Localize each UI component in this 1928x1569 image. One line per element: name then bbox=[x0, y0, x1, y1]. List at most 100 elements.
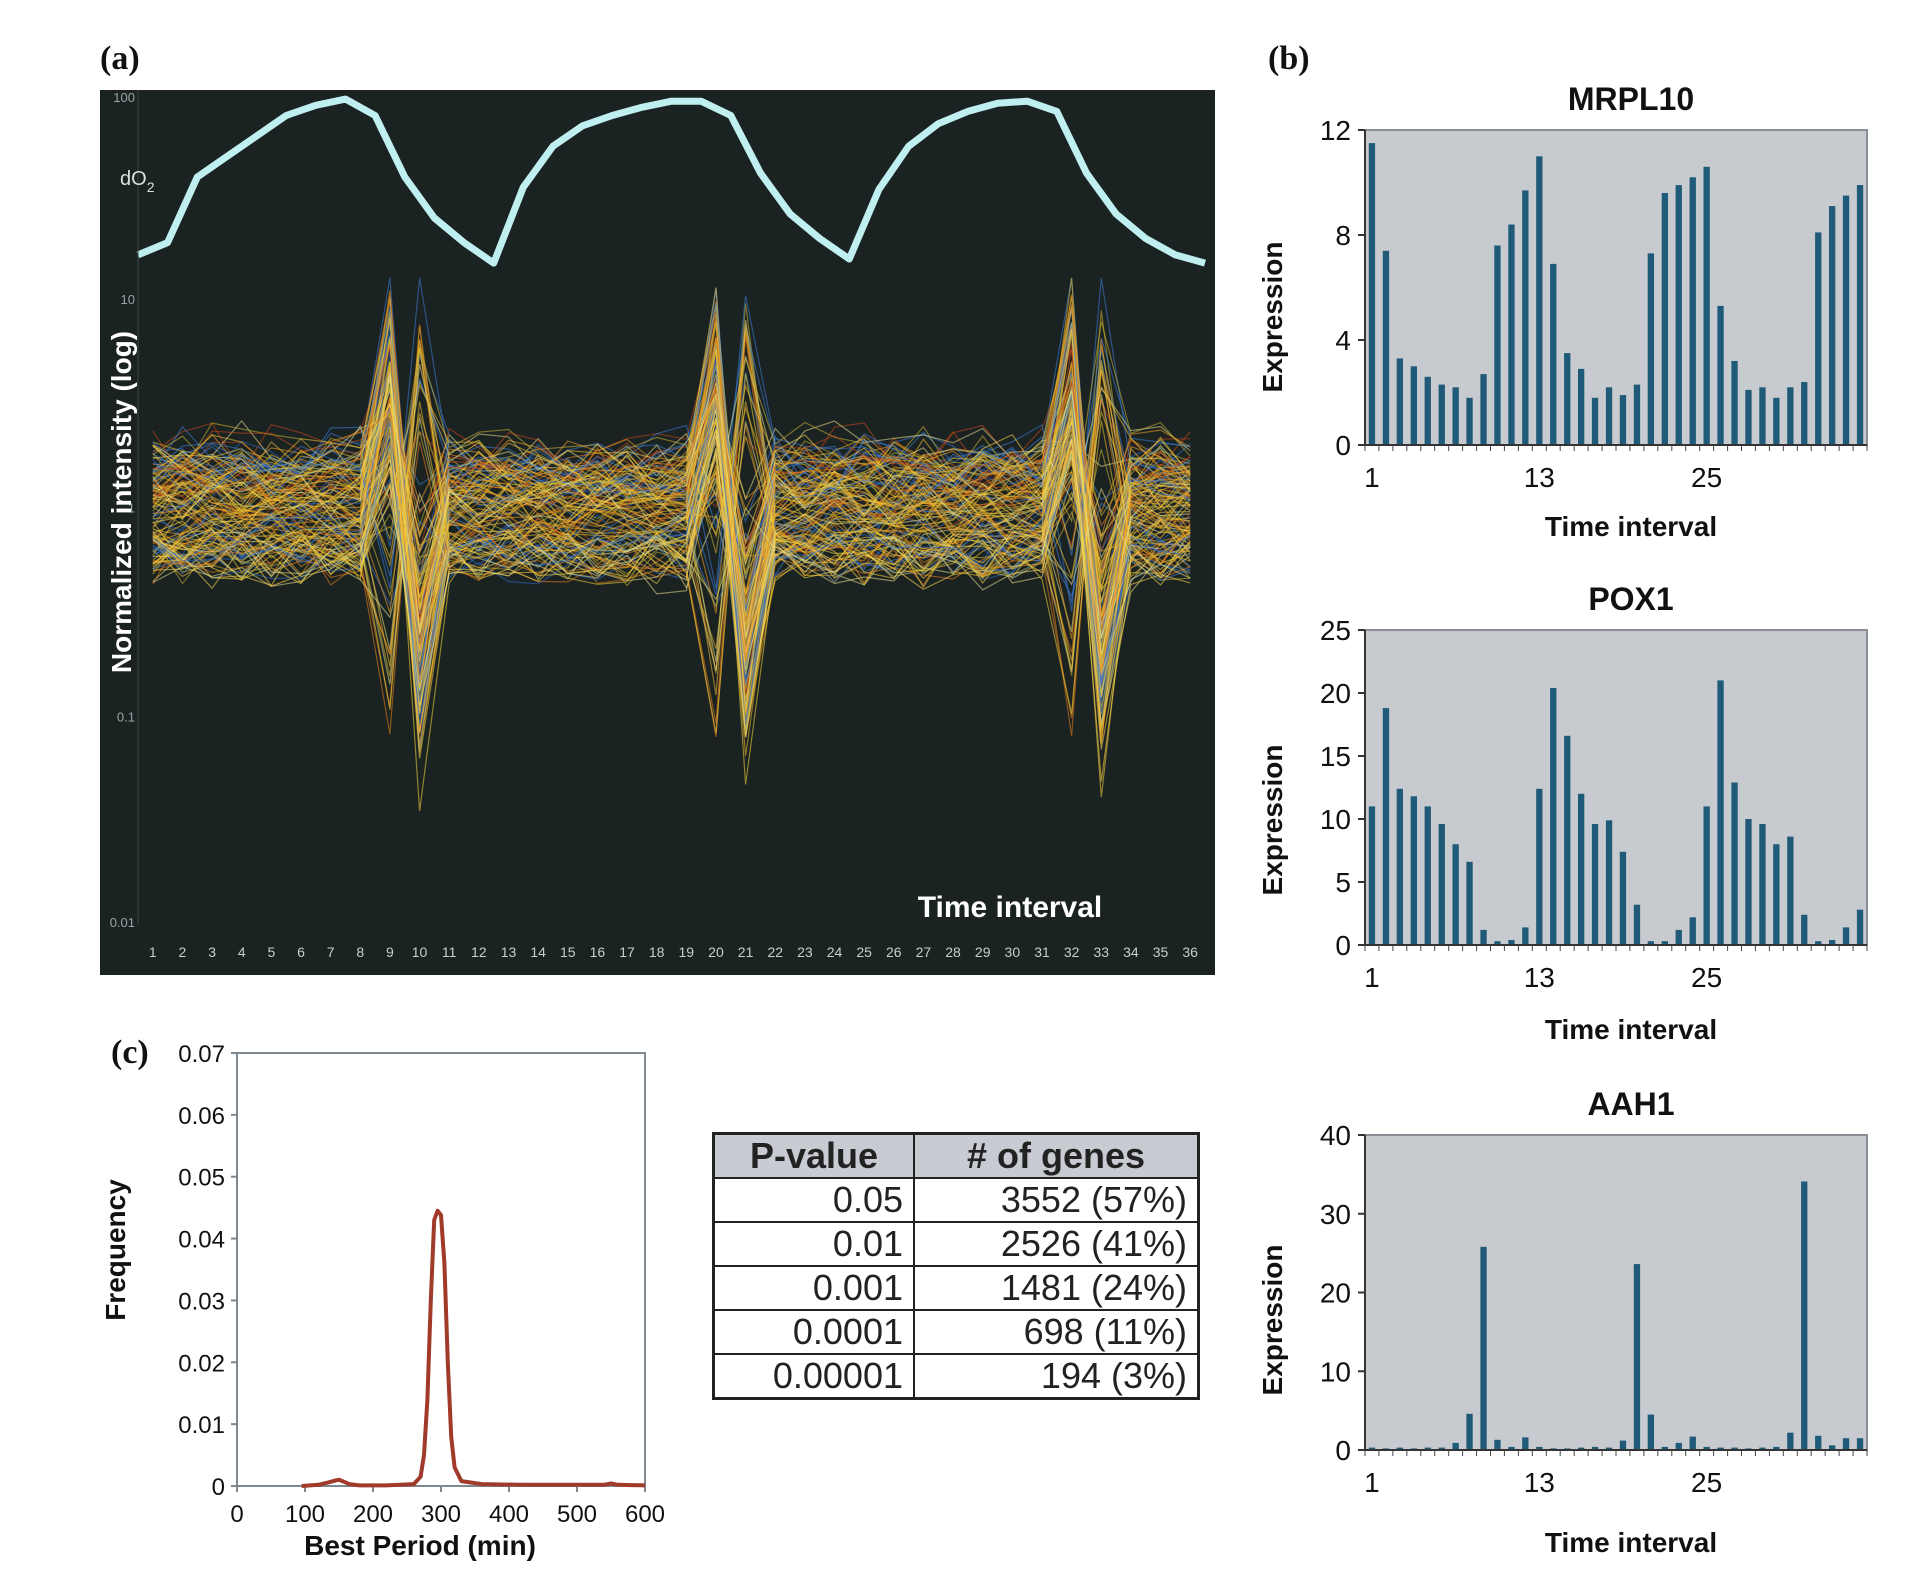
bar bbox=[1689, 1436, 1696, 1450]
chart-b2-x-axis-label: Time interval bbox=[1545, 1014, 1717, 1045]
bar bbox=[1759, 387, 1766, 446]
gene-line bbox=[152, 379, 1191, 557]
gene-line bbox=[152, 428, 1191, 589]
bar bbox=[1578, 793, 1585, 945]
bar bbox=[1591, 824, 1599, 945]
x-tick-label: 25 bbox=[856, 944, 872, 960]
gene-line bbox=[152, 441, 1191, 576]
x-tick-label: 300 bbox=[421, 1501, 461, 1528]
bar bbox=[1703, 806, 1710, 945]
x-tick-label: 29 bbox=[975, 944, 991, 960]
y-tick-label: 4 bbox=[1335, 325, 1351, 356]
y-tick-label: 0.01 bbox=[178, 1412, 225, 1439]
y-tick-label: 5 bbox=[1335, 867, 1351, 898]
gene-line bbox=[152, 465, 1191, 653]
bar bbox=[1536, 788, 1543, 945]
bar bbox=[1856, 185, 1864, 445]
chart-b3-aah1: AAH1 0 10 20 30 40 1 13 25 Time interval Expres… bbox=[1257, 1086, 1868, 1555]
x-tick-label: 36 bbox=[1182, 944, 1198, 960]
chart-c-x-axis-label: Best Period (min) bbox=[304, 1530, 536, 1561]
gene-line bbox=[152, 391, 1191, 545]
y-tick-label: 1 bbox=[128, 501, 135, 516]
x-tick-label: 500 bbox=[557, 1501, 597, 1528]
x-tick-label: 26 bbox=[886, 944, 902, 960]
x-tick-label: 17 bbox=[619, 944, 635, 960]
table-row: 0.0001 698 (11%) bbox=[712, 1309, 1200, 1355]
chart-a-do2-trace bbox=[136, 95, 1206, 267]
x-tick-label: 14 bbox=[530, 944, 546, 960]
table-cell-pvalue: 0.05 bbox=[712, 1177, 915, 1223]
bar bbox=[1368, 806, 1376, 945]
bar bbox=[1759, 824, 1766, 945]
bar bbox=[1619, 395, 1627, 445]
bar bbox=[1508, 224, 1515, 445]
y-tick-label: 0.04 bbox=[178, 1227, 225, 1254]
x-tick-label: 20 bbox=[708, 944, 724, 960]
y-tick-label: 0.03 bbox=[178, 1288, 225, 1315]
x-tick-label: 200 bbox=[353, 1501, 393, 1528]
x-tick-label: 24 bbox=[827, 944, 843, 960]
panel-label-c: (c) bbox=[111, 1034, 149, 1071]
bar bbox=[1536, 1446, 1543, 1450]
bar bbox=[1647, 1414, 1654, 1450]
gene-line bbox=[152, 480, 1191, 629]
bar bbox=[1856, 909, 1864, 945]
bar bbox=[1396, 358, 1403, 445]
x-tick-label: 9 bbox=[386, 944, 394, 960]
chart-b2-y-axis-label: Expression bbox=[1257, 745, 1288, 896]
bar bbox=[1494, 1439, 1501, 1450]
bar bbox=[1605, 1447, 1613, 1450]
bar bbox=[1815, 941, 1822, 945]
bar bbox=[1480, 374, 1487, 445]
bar bbox=[1633, 1264, 1641, 1450]
y-tick-label: 20 bbox=[1320, 1278, 1351, 1309]
gene-line bbox=[152, 383, 1191, 560]
chart-a-x-ticks: 1 2 3 4 5 6 7 8 9 10 11 12 13 14 15 16 17 18 19 20 21 22 23 24 2… bbox=[149, 944, 1198, 960]
bar bbox=[1550, 263, 1557, 445]
x-tick-label: 31 bbox=[1034, 944, 1050, 960]
bar bbox=[1438, 1447, 1445, 1450]
y-tick-label: 0.01 bbox=[110, 915, 135, 930]
x-tick-label: 4 bbox=[238, 944, 246, 960]
chart-a-y-ticks: 100 10 1 0.1 0.01 bbox=[110, 90, 139, 930]
bar bbox=[1578, 1447, 1585, 1450]
y-tick-label: 10 bbox=[121, 292, 135, 307]
x-tick-label: 400 bbox=[489, 1501, 529, 1528]
gene-line bbox=[152, 385, 1191, 633]
bar bbox=[1675, 185, 1682, 445]
panel-label-a: (a) bbox=[100, 40, 140, 77]
x-tick-label: 30 bbox=[1005, 944, 1021, 960]
bar bbox=[1787, 387, 1794, 446]
gene-line bbox=[152, 335, 1191, 630]
bar bbox=[1368, 143, 1376, 445]
table-cell-pvalue: 0.01 bbox=[712, 1221, 915, 1267]
x-tick-label: 1 bbox=[149, 944, 157, 960]
y-tick-label: 8 bbox=[1335, 220, 1351, 251]
y-tick-label: 0.06 bbox=[178, 1103, 225, 1130]
bar bbox=[1480, 1246, 1487, 1450]
gene-line bbox=[152, 428, 1191, 675]
table-cell-genes: 698 (11%) bbox=[913, 1309, 1200, 1355]
bar bbox=[1717, 305, 1724, 445]
y-tick-label: 10 bbox=[1320, 1356, 1351, 1387]
bar bbox=[1647, 941, 1654, 945]
y-tick-label: 12 bbox=[1320, 115, 1351, 146]
gene-line bbox=[152, 400, 1191, 681]
table-header-genes: # of genes bbox=[913, 1132, 1200, 1179]
bar bbox=[1773, 844, 1780, 945]
y-tick-label: 0 bbox=[1335, 930, 1351, 961]
chart-b1-title: MRPL10 bbox=[1568, 81, 1694, 117]
x-tick-label: 7 bbox=[327, 944, 335, 960]
bar bbox=[1856, 1438, 1864, 1450]
table-cell-genes: 2526 (41%) bbox=[913, 1221, 1200, 1267]
chart-b1-y-axis-label: Expression bbox=[1257, 242, 1288, 393]
plot-background bbox=[1364, 629, 1868, 946]
bar bbox=[1605, 387, 1613, 446]
gene-line bbox=[152, 434, 1191, 691]
gene-line bbox=[152, 307, 1191, 659]
x-tick-label: 34 bbox=[1123, 944, 1139, 960]
gene-line bbox=[152, 371, 1191, 655]
bar bbox=[1368, 1447, 1376, 1450]
chart-b1-mrpl10: MRPL10 0 4 8 12 1 13 25 Time interval Expressi… bbox=[1257, 81, 1868, 542]
x-tick-label: 35 bbox=[1153, 944, 1169, 960]
